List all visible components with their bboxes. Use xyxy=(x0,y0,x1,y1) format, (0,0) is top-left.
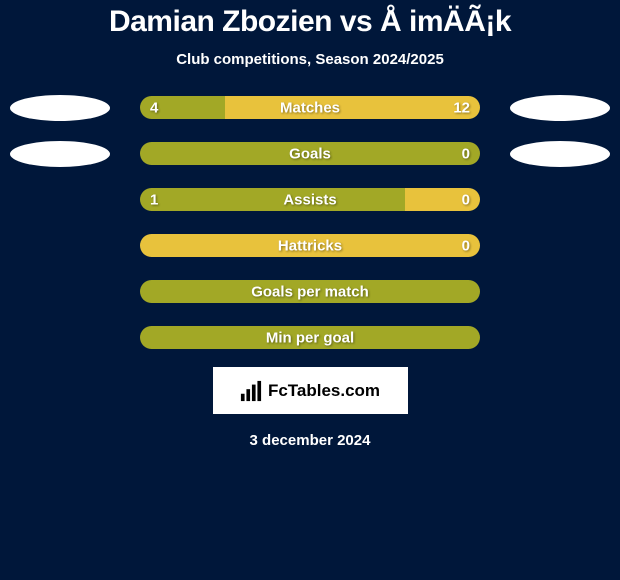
stat-row: Min per goal xyxy=(0,326,620,349)
player-left-marker xyxy=(10,95,110,121)
stat-bar-right-fill xyxy=(225,96,480,119)
stat-bar: 1 0 Assists xyxy=(140,188,480,211)
stat-left-value: 4 xyxy=(150,99,158,116)
stat-right-value: 0 xyxy=(462,145,470,162)
branding-text: FcTables.com xyxy=(268,381,380,401)
fctables-logo-icon xyxy=(240,380,262,402)
stat-label: Goals xyxy=(289,145,331,162)
player-left-marker xyxy=(10,141,110,167)
date-label: 3 december 2024 xyxy=(250,432,371,449)
branding-badge: FcTables.com xyxy=(213,367,408,414)
stat-bar: 4 12 Matches xyxy=(140,96,480,119)
stats-area: 4 12 Matches 0 Goals 1 0 Assists 0 Hattricks Goals… xyxy=(0,96,620,349)
stat-left-value: 1 xyxy=(150,191,158,208)
stat-label: Matches xyxy=(280,99,340,116)
stat-label: Assists xyxy=(283,191,336,208)
stat-bar: 0 Hattricks xyxy=(140,234,480,257)
stat-right-value: 0 xyxy=(462,237,470,254)
stat-right-value: 0 xyxy=(462,191,470,208)
stat-bar-left-fill xyxy=(140,188,405,211)
comparison-infographic: Damian Zbozien vs Å imÄÃ¡k Club competit… xyxy=(0,0,620,449)
stat-right-value: 12 xyxy=(453,99,470,116)
stat-label: Goals per match xyxy=(251,283,369,300)
stat-bar: Goals per match xyxy=(140,280,480,303)
stat-row: 0 Hattricks xyxy=(0,234,620,257)
player-right-marker xyxy=(510,141,610,167)
player-right-marker xyxy=(510,95,610,121)
stat-row: Goals per match xyxy=(0,280,620,303)
stat-bar: 0 Goals xyxy=(140,142,480,165)
stat-bar: Min per goal xyxy=(140,326,480,349)
stat-row: 1 0 Assists xyxy=(0,188,620,211)
stat-label: Hattricks xyxy=(278,237,342,254)
stat-row: 0 Goals xyxy=(0,142,620,165)
page-title: Damian Zbozien vs Å imÄÃ¡k xyxy=(109,5,511,39)
stat-row: 4 12 Matches xyxy=(0,96,620,119)
page-subtitle: Club competitions, Season 2024/2025 xyxy=(176,51,444,68)
stat-label: Min per goal xyxy=(266,329,354,346)
